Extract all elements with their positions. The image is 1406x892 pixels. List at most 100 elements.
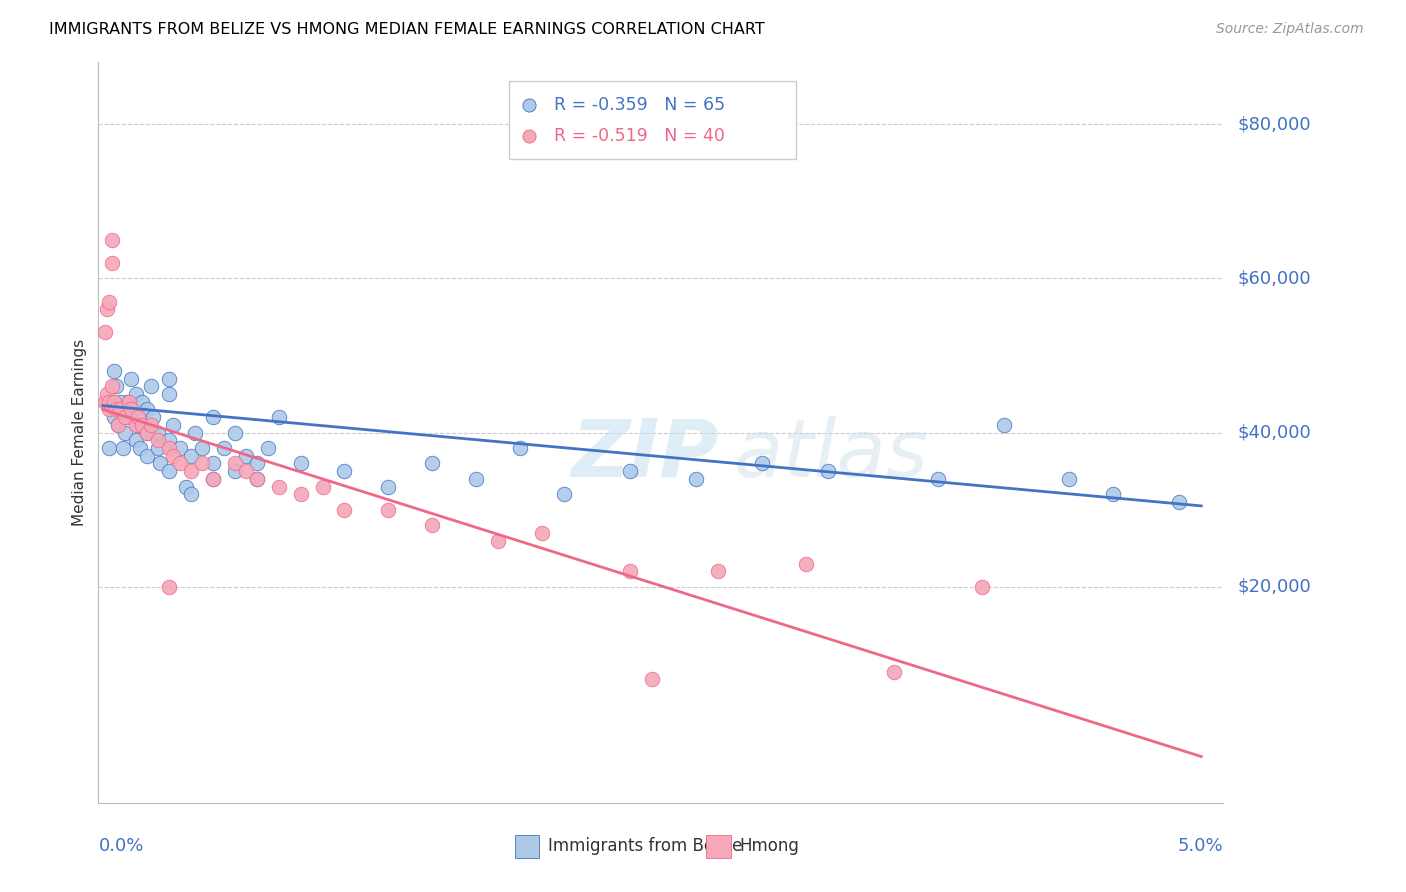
Point [107, 417, 129, 432]
Point [142, 410, 165, 425]
Point [125, 387, 148, 401]
Point [94, 326, 117, 340]
Point [553, 487, 575, 501]
Point [103, 364, 125, 378]
Point [246, 472, 269, 486]
Point [190, 441, 212, 455]
Point [114, 410, 136, 425]
Point [157, 434, 180, 448]
Point [131, 394, 153, 409]
Point [180, 464, 202, 478]
Point [107, 417, 129, 432]
Point [422, 457, 444, 471]
Point [685, 472, 707, 486]
Point [224, 425, 246, 440]
Point [125, 417, 148, 432]
Point [98, 394, 121, 409]
Point [174, 480, 197, 494]
Point [333, 464, 356, 478]
Point [817, 464, 839, 478]
Point [94, 394, 117, 409]
Point [201, 472, 224, 486]
Point [127, 410, 149, 425]
Point [135, 425, 157, 440]
Point [105, 379, 128, 393]
Point [129, 441, 152, 455]
Point [100, 379, 122, 393]
Point [157, 464, 180, 478]
Point [290, 487, 312, 501]
Point [96, 387, 118, 401]
Point [1168, 495, 1191, 509]
Point [118, 394, 141, 409]
Point [641, 673, 664, 687]
Point [141, 379, 163, 393]
Point [146, 434, 169, 448]
Point [127, 417, 149, 432]
Text: Hmong: Hmong [740, 837, 800, 855]
Text: $20,000: $20,000 [1237, 578, 1310, 596]
Point [1059, 472, 1081, 486]
Point [146, 425, 169, 440]
Text: IMMIGRANTS FROM BELIZE VS HMONG MEDIAN FEMALE EARNINGS CORRELATION CHART: IMMIGRANTS FROM BELIZE VS HMONG MEDIAN F… [49, 22, 765, 37]
Text: atlas: atlas [734, 416, 929, 494]
Point [794, 557, 817, 571]
Point [235, 464, 257, 478]
Point [212, 441, 235, 455]
Point [122, 402, 145, 417]
FancyBboxPatch shape [509, 81, 796, 159]
Point [422, 518, 444, 533]
Point [110, 402, 132, 417]
Point [531, 525, 554, 540]
Point [267, 480, 290, 494]
Text: $80,000: $80,000 [1237, 115, 1310, 133]
Point [110, 394, 132, 409]
Point [100, 233, 122, 247]
Bar [706, 835, 731, 858]
Text: $40,000: $40,000 [1237, 424, 1310, 442]
Point [883, 665, 905, 679]
Point [267, 410, 290, 425]
Point [157, 580, 180, 594]
Point [149, 457, 172, 471]
Point [180, 449, 202, 463]
Point [98, 402, 121, 417]
Point [115, 394, 138, 409]
Point [707, 565, 730, 579]
Point [184, 425, 207, 440]
Text: 5.0%: 5.0% [1178, 837, 1223, 855]
Point [224, 464, 246, 478]
Point [162, 449, 184, 463]
Point [98, 294, 121, 309]
Text: ZIP: ZIP [571, 416, 718, 494]
Point [970, 580, 993, 594]
Point [169, 441, 191, 455]
Point [135, 425, 157, 440]
Point [180, 487, 202, 501]
Text: R = -0.359   N = 65: R = -0.359 N = 65 [554, 96, 725, 114]
Point [751, 457, 773, 471]
Point [201, 410, 224, 425]
Point [103, 410, 125, 425]
Point [993, 417, 1015, 432]
Point [246, 472, 269, 486]
Point [235, 449, 257, 463]
Text: Immigrants from Belize: Immigrants from Belize [548, 837, 742, 855]
Point [120, 402, 142, 417]
Text: $60,000: $60,000 [1237, 269, 1310, 287]
Point [146, 441, 169, 455]
Point [98, 441, 121, 455]
Y-axis label: Median Female Earnings: Median Female Earnings [72, 339, 87, 526]
Point [190, 457, 212, 471]
Point [96, 394, 118, 409]
Point [619, 565, 641, 579]
Point [290, 457, 312, 471]
Point [162, 417, 184, 432]
Point [114, 425, 136, 440]
Point [224, 457, 246, 471]
Text: Source: ZipAtlas.com: Source: ZipAtlas.com [1216, 22, 1364, 37]
Point [118, 410, 141, 425]
Point [157, 371, 180, 385]
Point [1102, 487, 1125, 501]
Point [377, 480, 399, 494]
